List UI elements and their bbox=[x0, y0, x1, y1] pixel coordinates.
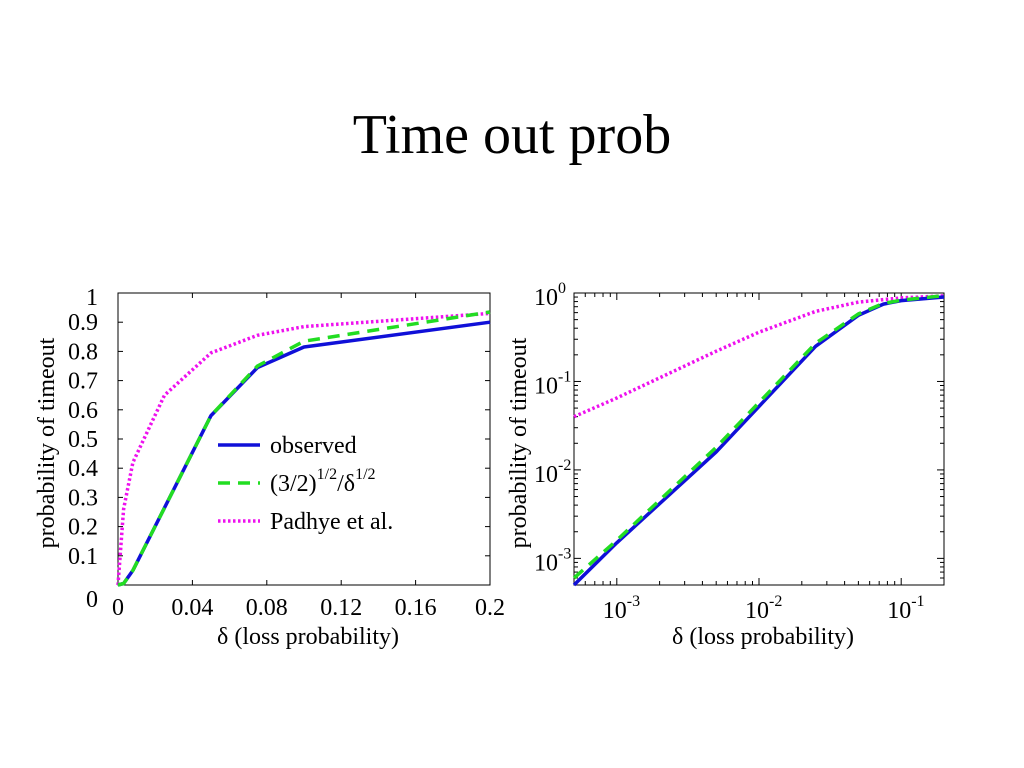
x-axis-label-text: (loss probability) bbox=[234, 624, 399, 650]
y-tick-exp: -3 bbox=[558, 545, 571, 562]
y-tick-label: 100 bbox=[534, 280, 566, 311]
y-tick-exp: 0 bbox=[558, 280, 566, 297]
x-tick-label: 0 bbox=[112, 595, 124, 621]
x-tick-base: 10 bbox=[887, 598, 911, 624]
x-tick-label: 0.12 bbox=[320, 595, 362, 621]
y-tick-label: 0.1 bbox=[68, 544, 98, 570]
x-tick-label: 10-2 bbox=[745, 593, 782, 624]
y-tick-label: 0.3 bbox=[68, 485, 98, 511]
y-tick-label: 10-2 bbox=[534, 457, 571, 488]
series-line-observed bbox=[572, 295, 945, 587]
y-tick-label: 0 bbox=[86, 587, 98, 613]
y-tick-label: 0.8 bbox=[68, 339, 98, 365]
x-tick-label: 0.16 bbox=[395, 595, 437, 621]
plot-frame bbox=[573, 292, 945, 586]
y-tick-label: 0.2 bbox=[68, 515, 98, 541]
x-tick-exp: -2 bbox=[769, 593, 782, 610]
y-tick-label: 10-1 bbox=[534, 368, 571, 399]
x-axis-label: δ (loss probability) bbox=[672, 624, 854, 650]
y-tick-label: 10-3 bbox=[534, 545, 571, 576]
legend-label-text: observed bbox=[270, 433, 357, 459]
series-line-padhye bbox=[573, 294, 945, 419]
x-tick-label: 0.2 bbox=[475, 595, 505, 621]
y-axis-label: probability of timeout bbox=[34, 337, 60, 548]
legend-label: observed bbox=[270, 433, 357, 459]
y-tick-label: 0.9 bbox=[68, 310, 98, 336]
x-tick-label: 10-1 bbox=[887, 593, 924, 624]
x-tick-exp: -1 bbox=[911, 593, 924, 610]
legend-label-text: Padhye et al. bbox=[270, 509, 393, 535]
x-tick-label: 0.04 bbox=[171, 595, 213, 621]
legend-label: Padhye et al. bbox=[270, 509, 393, 535]
y-axis-label: probability of timeout bbox=[506, 337, 532, 548]
y-tick-base: 10 bbox=[534, 462, 558, 488]
x-tick-label: 10-3 bbox=[603, 593, 640, 624]
slide-title: Time out prob bbox=[352, 104, 672, 166]
x-tick-base: 10 bbox=[745, 598, 769, 624]
legend-label-mid: /δ bbox=[337, 471, 355, 497]
series-line-approx bbox=[117, 310, 491, 587]
x-tick-base: 10 bbox=[603, 598, 627, 624]
x-axis-label-symbol: δ bbox=[217, 624, 228, 650]
x-tick-exp: -3 bbox=[627, 593, 640, 610]
y-tick-exp: -1 bbox=[558, 368, 571, 385]
legend-label: (3/2)1/2/δ1/2 bbox=[270, 466, 376, 497]
x-axis-label-symbol: δ bbox=[672, 624, 683, 650]
legend-label-sup: 1/2 bbox=[317, 466, 337, 483]
y-tick-label: 0.4 bbox=[68, 456, 98, 482]
chart-linear: 0 0.04 0.08 0.12 0.16 0.2 0 0.1 0.2 0.3 0.4 0.5 0.6 0… bbox=[34, 285, 505, 650]
y-tick-label: 1 bbox=[86, 285, 98, 311]
y-tick-base: 10 bbox=[534, 285, 558, 311]
series-line-approx bbox=[572, 293, 945, 580]
legend-label-text: (3/2) bbox=[270, 471, 317, 497]
y-tick-label: 0.7 bbox=[68, 369, 98, 395]
y-tick-label: 0.5 bbox=[68, 427, 98, 453]
y-tick-base: 10 bbox=[534, 373, 558, 399]
y-tick-label: 0.6 bbox=[68, 398, 98, 424]
x-axis-label-text: (loss probability) bbox=[689, 624, 854, 650]
y-tick-base: 10 bbox=[534, 550, 558, 576]
legend-label-sup: 1/2 bbox=[355, 466, 375, 483]
x-axis-label: δ (loss probability) bbox=[217, 624, 399, 650]
x-tick-label: 0.08 bbox=[246, 595, 288, 621]
y-tick-exp: -2 bbox=[558, 457, 571, 474]
